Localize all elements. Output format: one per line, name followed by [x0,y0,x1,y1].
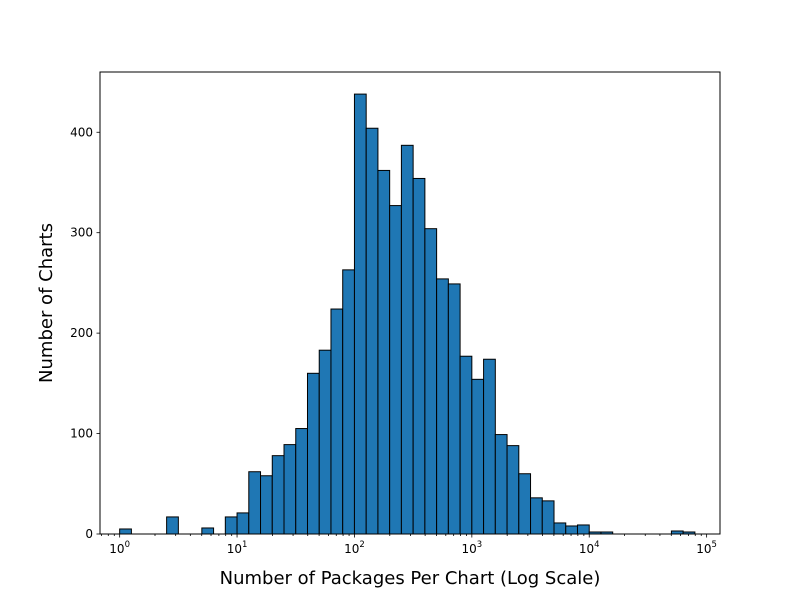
x-tick-label: 104 [579,540,600,556]
histogram-bar [330,308,344,535]
y-tick-label: 0 [85,527,93,541]
plot-frame [99,71,721,535]
histogram-bar [166,516,179,535]
histogram-bar [436,278,449,535]
y-tick-label: 200 [70,326,93,340]
histogram-bar [236,512,250,535]
histogram-bar [576,524,590,535]
x-axis-title: Number of Packages Per Chart (Log Scale) [220,568,601,589]
y-tick-label: 400 [70,125,93,139]
y-axis: 0 100 200 300 400 [70,125,100,541]
histogram-bar [541,500,555,535]
histogram-bar [459,355,473,535]
histogram-bar [506,445,520,535]
histogram-bar [248,471,262,535]
histogram-bar [412,177,426,535]
histogram-bar [306,372,320,535]
histogram-bar [283,444,297,535]
bars-layer [119,93,696,535]
histogram-bar [483,358,496,535]
histogram-bar [318,349,332,535]
histogram-bar [565,525,578,535]
histogram-bar [553,522,567,535]
y-axis-title: Number of Charts [36,223,57,383]
histogram-bar [530,497,543,535]
y-tick-label: 100 [70,427,93,441]
histogram-bar [342,269,355,535]
histogram-bar [494,434,508,535]
x-tick-label: 105 [696,540,717,556]
x-tick-label: 103 [461,540,482,556]
histogram-bar [119,528,132,535]
y-tick-label: 300 [70,226,93,240]
histogram-bar [224,516,238,535]
histogram-bar [353,93,367,535]
histogram-bar [518,473,532,535]
histogram-bar [260,475,273,535]
histogram-bar [424,228,438,535]
histogram-bar [471,378,485,535]
x-tick-label: 102 [344,540,365,556]
histogram-bar [447,283,461,535]
histogram-bar [389,205,402,535]
x-axis: 100 101 102 103 104 105 [101,534,717,556]
x-tick-label: 100 [109,540,130,556]
histogram-bar [271,455,285,535]
histogram-bar [295,428,308,535]
histogram-bar [400,144,414,535]
histogram-bar [201,527,215,535]
histogram-bar [377,169,391,535]
x-tick-label: 101 [227,540,248,556]
histogram-bar [365,127,379,535]
